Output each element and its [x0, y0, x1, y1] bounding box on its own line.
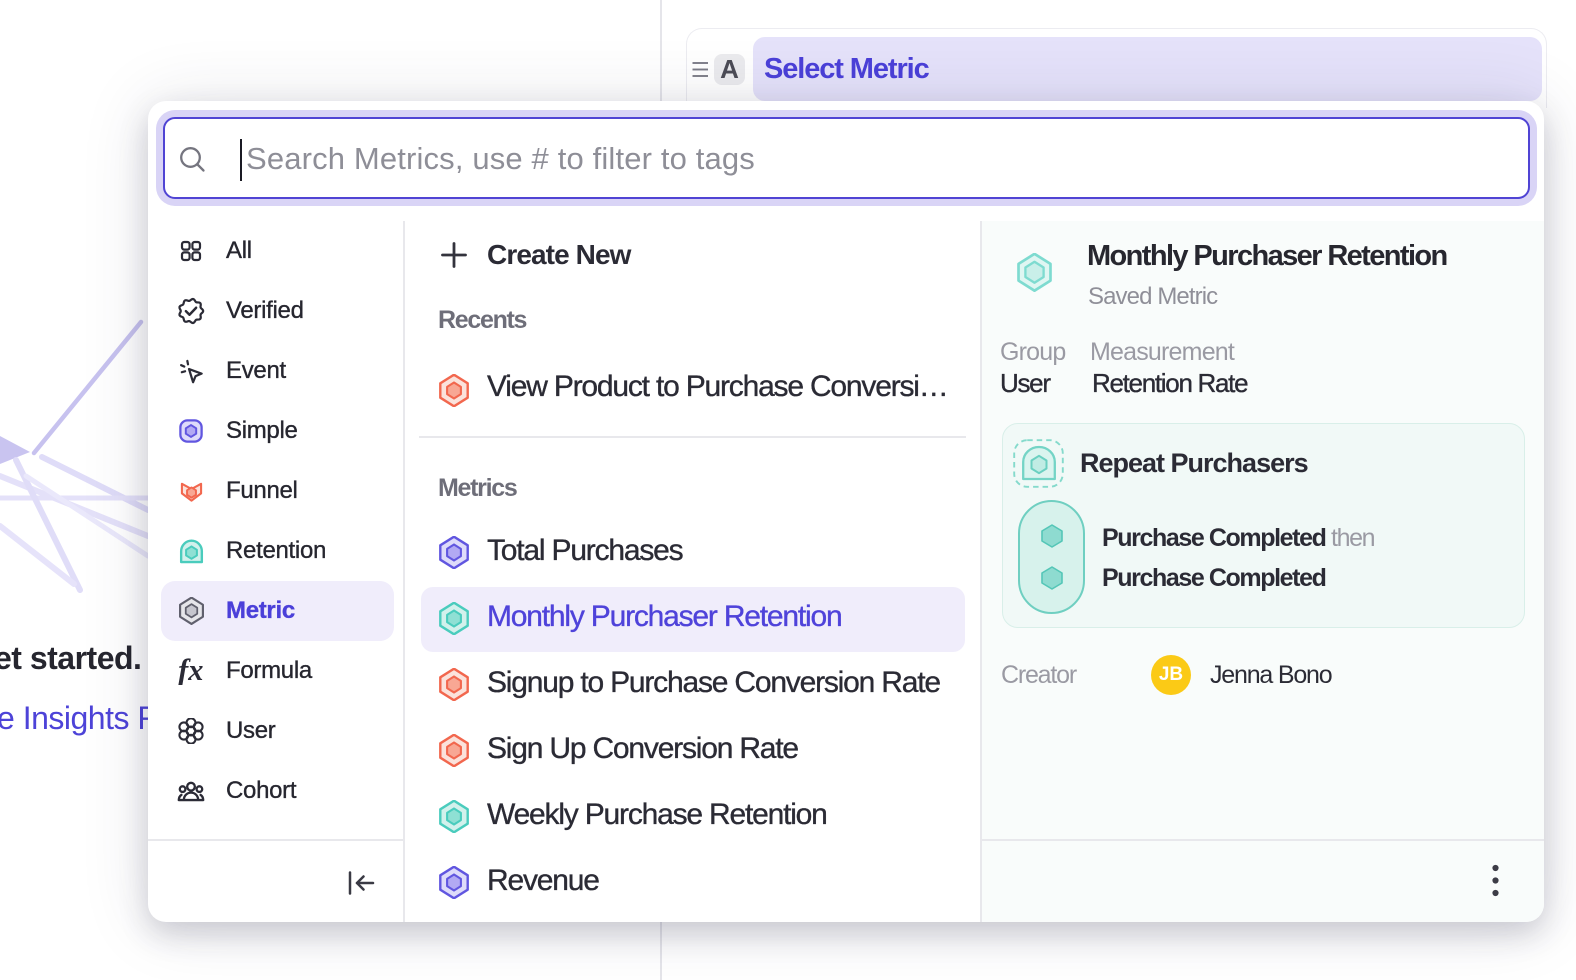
svg-text:fx: fx [178, 657, 203, 685]
